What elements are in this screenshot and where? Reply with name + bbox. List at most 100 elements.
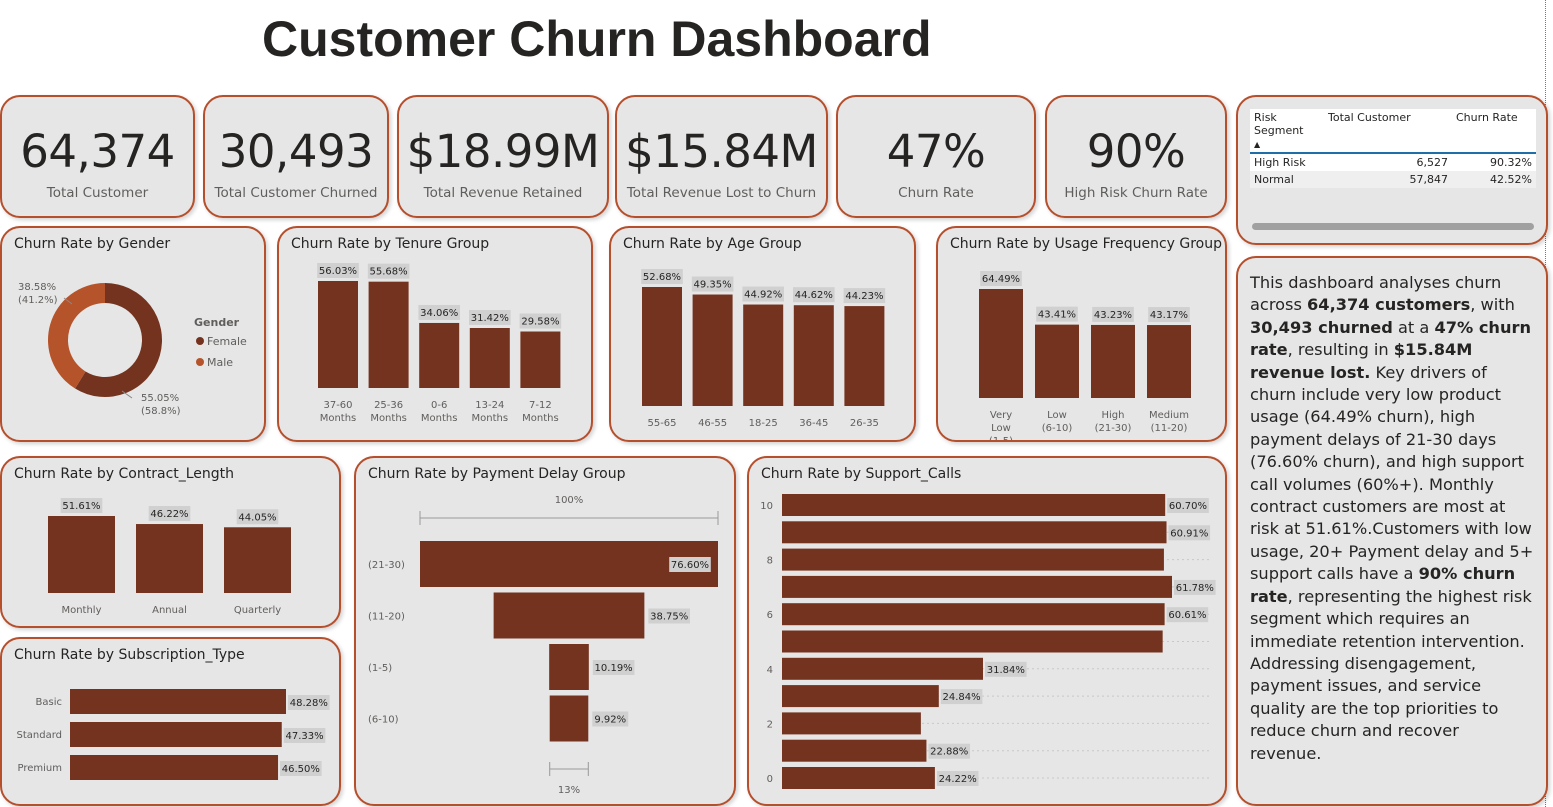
data-label: (58.8%) <box>141 406 181 417</box>
x-tick-label: 37-60 <box>323 400 352 411</box>
data-label: 51.61% <box>62 501 100 512</box>
data-label: 46.22% <box>150 509 188 520</box>
data-label: 48.28% <box>290 698 328 709</box>
x-tick-label: Quarterly <box>234 605 281 616</box>
x-tick-label: Very <box>990 410 1012 421</box>
legend-title: Gender <box>194 316 240 329</box>
data-label-background <box>592 711 629 727</box>
column-header-churn-rate[interactable]: Churn Rate <box>1452 109 1536 154</box>
kpi-card-total-customer[interactable]: 64,374 Total Customer <box>0 95 195 218</box>
data-label: 43.41% <box>1038 310 1076 321</box>
bar <box>979 289 1023 398</box>
column-header-total-customer[interactable]: Total Customer <box>1324 109 1452 154</box>
chart-card-subscription[interactable]: Churn Rate by Subscription_Type Basic 48.… <box>0 637 341 806</box>
data-label: 38.75% <box>650 612 688 623</box>
y-tick-label: 0 <box>767 774 773 785</box>
x-tick-label: 55-65 <box>647 418 676 429</box>
kpi-card-churn-rate[interactable]: 47% Churn Rate <box>836 95 1036 218</box>
kpi-value: $15.84M <box>625 125 818 178</box>
donut-slice <box>47 283 105 389</box>
data-label-background <box>236 509 279 525</box>
summary-segment: $15.84M revenue lost. <box>1250 340 1473 382</box>
bar <box>48 516 115 593</box>
kpi-label: Total Customer <box>46 185 149 201</box>
horizontal-scrollbar[interactable] <box>1252 223 1534 230</box>
legend-marker <box>196 337 204 345</box>
bar <box>782 739 927 762</box>
column-header-risk-segment[interactable]: Risk Segment ▲ <box>1250 109 1324 154</box>
data-label: 10.19% <box>595 663 633 674</box>
donut-slice <box>75 283 162 397</box>
legend-label: Female <box>207 335 247 348</box>
chart-card-support-calls[interactable]: Churn Rate by Support_Calls 60.70% 10 60.9… <box>747 456 1227 806</box>
sort-arrow-icon: ▲ <box>1254 140 1261 149</box>
data-label: 22.88% <box>930 747 968 758</box>
chart-title: Churn Rate by Gender <box>14 236 171 252</box>
kpi-value: $18.99M <box>406 125 600 178</box>
data-label: 31.42% <box>471 313 509 324</box>
y-tick-label: 10 <box>760 501 773 512</box>
bar <box>782 685 939 708</box>
bar <box>1147 325 1191 398</box>
kpi-value: 47% <box>886 125 986 178</box>
dashboard-title: Customer Churn Dashboard <box>262 11 932 67</box>
data-label-background <box>60 498 103 513</box>
data-label-background <box>519 313 562 329</box>
contract-bar-chart: 51.61% Monthly 46.22% Annual 44.05% Quarterly <box>48 498 291 616</box>
data-label: 55.68% <box>370 267 408 278</box>
funnel-bar <box>420 541 718 587</box>
data-label-background <box>418 304 460 320</box>
data-label: 29.58% <box>521 317 559 328</box>
kpi-card-total-churned[interactable]: 30,493 Total Customer Churned <box>203 95 389 218</box>
data-label-background <box>283 728 326 743</box>
chart-card-gender[interactable]: Churn Rate by Gender 38.58% (41.2%) 55.05%… <box>0 226 266 442</box>
chart-card-tenure[interactable]: Churn Rate by Tenure Group 56.03% 37-60 Mo… <box>277 226 593 442</box>
funnel-bar <box>493 592 645 639</box>
table-row[interactable]: Normal 57,847 42.52% <box>1250 171 1536 188</box>
payment-delay-funnel-chart: 100% (21-30) 76.60% (11-20) 38.75% (1-5) 10.19… <box>368 495 719 796</box>
bar <box>782 575 1172 598</box>
data-label-background <box>280 761 322 776</box>
x-tick-label: 26-35 <box>850 418 879 429</box>
table-row[interactable]: High Risk 6,527 90.32% <box>1250 153 1536 171</box>
data-label-background <box>148 506 191 522</box>
bar <box>70 722 282 747</box>
data-label-background <box>1166 607 1209 623</box>
data-label-background <box>367 263 410 279</box>
data-label-background <box>742 286 784 302</box>
gender-donut-chart: 38.58% (41.2%) 55.05% (58.8%) Gender Female Ma… <box>18 282 247 417</box>
chart-card-age[interactable]: Churn Rate by Age Group 52.68% 55-65 49.35… <box>609 226 916 442</box>
data-label-background <box>1168 525 1211 541</box>
x-tick-label: (11-20) <box>1151 423 1188 434</box>
bar <box>782 494 1166 516</box>
bar <box>318 281 358 388</box>
data-label: 55.05% <box>141 393 179 404</box>
funnel-bottom-percent: 13% <box>558 785 580 796</box>
kpi-card-high-risk-churn-rate[interactable]: 90% High Risk Churn Rate <box>1045 95 1227 218</box>
risk-segment-table-card[interactable]: Risk Segment ▲ Total Customer Churn Rate … <box>1236 95 1548 245</box>
chart-card-contract[interactable]: Churn Rate by Contract_Length 51.61% Mont… <box>0 456 341 628</box>
cell-total: 6,527 <box>1416 156 1449 169</box>
x-tick-label: 13-24 <box>475 400 504 411</box>
bar <box>419 322 460 388</box>
data-label-background <box>288 695 330 710</box>
data-label: 34.06% <box>420 308 458 319</box>
bar <box>70 755 279 780</box>
kpi-label: Total Revenue Retained <box>423 185 583 201</box>
kpi-card-revenue-lost[interactable]: $15.84M Total Revenue Lost to Churn <box>615 95 828 218</box>
data-label-background <box>669 557 711 572</box>
chart-title: Churn Rate by Support_Calls <box>761 466 962 482</box>
chart-card-payment-delay[interactable]: Churn Rate by Payment Delay Group 100% (2… <box>354 456 736 806</box>
kpi-card-revenue-retained[interactable]: $18.99M Total Revenue Retained <box>397 95 609 218</box>
x-tick-label: Months <box>522 413 559 424</box>
bar <box>782 521 1167 544</box>
y-tick-label: (6-10) <box>368 715 399 726</box>
chart-card-usage[interactable]: Churn Rate by Usage Frequency Group 64.4… <box>936 226 1227 442</box>
data-label-background <box>940 689 983 705</box>
data-label-background <box>641 269 683 284</box>
data-label: 31.84% <box>987 665 1025 676</box>
bar <box>782 657 983 680</box>
y-tick-label: 2 <box>767 719 773 730</box>
summary-segment: at a <box>1392 317 1435 337</box>
x-tick-label: 36-45 <box>799 418 828 429</box>
